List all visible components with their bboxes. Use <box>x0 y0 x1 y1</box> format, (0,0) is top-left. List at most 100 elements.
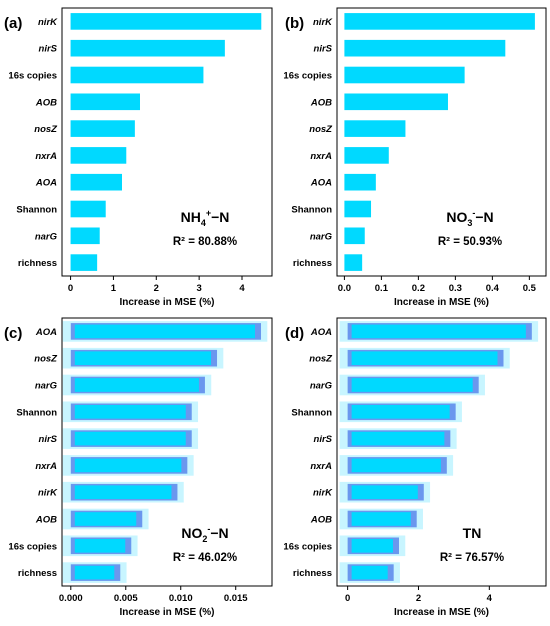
bar <box>344 254 363 271</box>
category-label: richness <box>293 568 332 579</box>
bar <box>344 227 365 245</box>
bar-core <box>351 538 393 553</box>
category-label: AOB <box>310 97 332 108</box>
panel-b: (b) nirK nirS 16s copies AOB nosZ nxrA AOA Shann… <box>283 7 547 308</box>
category-label: AOB <box>310 515 332 526</box>
plot-frame <box>336 7 547 277</box>
bar-core <box>74 565 115 580</box>
bar <box>344 39 506 57</box>
r-squared-label: R² = 80.88% <box>173 236 237 248</box>
category-label: nxrA <box>310 461 332 472</box>
category-label: nxrA <box>310 151 332 162</box>
category-label: nosZ <box>309 124 333 135</box>
bar-core <box>74 431 186 446</box>
r-squared-label: R² = 50.93% <box>438 236 502 248</box>
category-label: nxrA <box>35 151 57 162</box>
category-label: narG <box>310 381 333 392</box>
category-label: 16s copies <box>8 71 57 82</box>
category-label: nirS <box>314 434 333 445</box>
bar <box>344 173 376 191</box>
panel-label: (b) <box>285 15 304 32</box>
panel-d: (d) AOA nosZ narG Shannon nirS nxrA nirK AOB 16s … <box>283 317 547 618</box>
bar <box>70 13 262 30</box>
category-label: Shannon <box>16 205 57 216</box>
x-tick-label: 0 <box>345 593 350 604</box>
bar-core <box>351 351 498 366</box>
category-label: narG <box>310 231 333 242</box>
category-label: nosZ <box>34 354 58 365</box>
plot-frame <box>61 7 273 277</box>
bar <box>70 200 106 218</box>
x-tick-label: 0.4 <box>486 283 500 294</box>
bar <box>70 120 135 137</box>
x-tick-label: 0.005 <box>114 593 138 604</box>
x-tick-label: 0.3 <box>449 283 462 294</box>
category-label: AOB <box>35 97 57 108</box>
bar-core <box>351 512 411 526</box>
x-tick-label: 2 <box>416 593 421 604</box>
bar-core <box>74 324 256 339</box>
bar-core <box>351 485 418 500</box>
category-label: narG <box>35 231 58 242</box>
bar <box>70 254 98 271</box>
x-tick-label: 0.015 <box>224 593 248 604</box>
x-tick-label: 0.2 <box>412 283 425 294</box>
x-tick-label: 0 <box>68 283 73 294</box>
x-tick-label: 4 <box>239 283 245 294</box>
bar-core <box>74 378 199 392</box>
category-label: nxrA <box>35 461 57 472</box>
panel-label: (d) <box>285 325 304 342</box>
x-tick-label: 0.1 <box>375 283 389 294</box>
bar <box>70 147 127 164</box>
category-label: nirS <box>39 44 58 55</box>
category-label: AOA <box>310 178 332 189</box>
bar-core <box>74 538 126 553</box>
category-label: 16s copies <box>283 541 332 552</box>
category-label: nirK <box>313 488 333 499</box>
category-label: narG <box>35 381 58 392</box>
bar <box>70 227 100 245</box>
category-label: richness <box>18 568 57 579</box>
category-label: nosZ <box>34 124 58 135</box>
panel-c: (c) AOA nosZ narG Shannon nirS nxrA nirK AOB 16s … <box>4 317 273 618</box>
category-label: nirK <box>313 17 333 28</box>
x-tick-label: 0.000 <box>59 593 83 604</box>
bar <box>70 173 122 191</box>
bar <box>344 147 389 164</box>
category-label: AOA <box>310 327 332 338</box>
x-axis-title: Increase in MSE (%) <box>394 607 489 618</box>
response-variable-label: NH4+−N <box>181 208 230 228</box>
bar <box>70 39 225 57</box>
response-variable-label: NO3-−N <box>446 208 493 228</box>
category-label: 16s copies <box>8 541 57 552</box>
category-label: 16s copies <box>283 71 332 82</box>
plot-frame <box>336 317 547 587</box>
category-label: AOA <box>35 327 57 338</box>
bar-core <box>74 512 137 526</box>
x-axis-title: Increase in MSE (%) <box>394 297 489 308</box>
category-label: Shannon <box>16 407 57 418</box>
bar <box>70 66 204 84</box>
category-label: AOB <box>35 515 57 526</box>
bar <box>344 200 372 218</box>
bar-core <box>74 351 212 366</box>
bar-core <box>74 485 172 500</box>
category-label: nirK <box>38 17 58 28</box>
category-label: nirS <box>39 434 58 445</box>
category-label: Shannon <box>291 407 332 418</box>
category-label: Shannon <box>291 205 332 216</box>
bar <box>70 93 140 111</box>
bar-core <box>351 378 473 392</box>
x-tick-label: 1 <box>111 283 117 294</box>
plot-frame <box>61 317 273 587</box>
bar-core <box>74 458 182 473</box>
bar <box>344 13 535 30</box>
bar-core <box>351 458 441 473</box>
r-squared-label: R² = 76.57% <box>440 552 504 564</box>
category-label: richness <box>18 258 57 269</box>
x-axis-title: Increase in MSE (%) <box>119 297 214 308</box>
panel-a: (a) nirK nirS 16s copies AOB nosZ nxrA AOA Shann… <box>4 7 273 308</box>
bar <box>344 93 448 111</box>
response-variable-label: TN <box>463 525 482 541</box>
